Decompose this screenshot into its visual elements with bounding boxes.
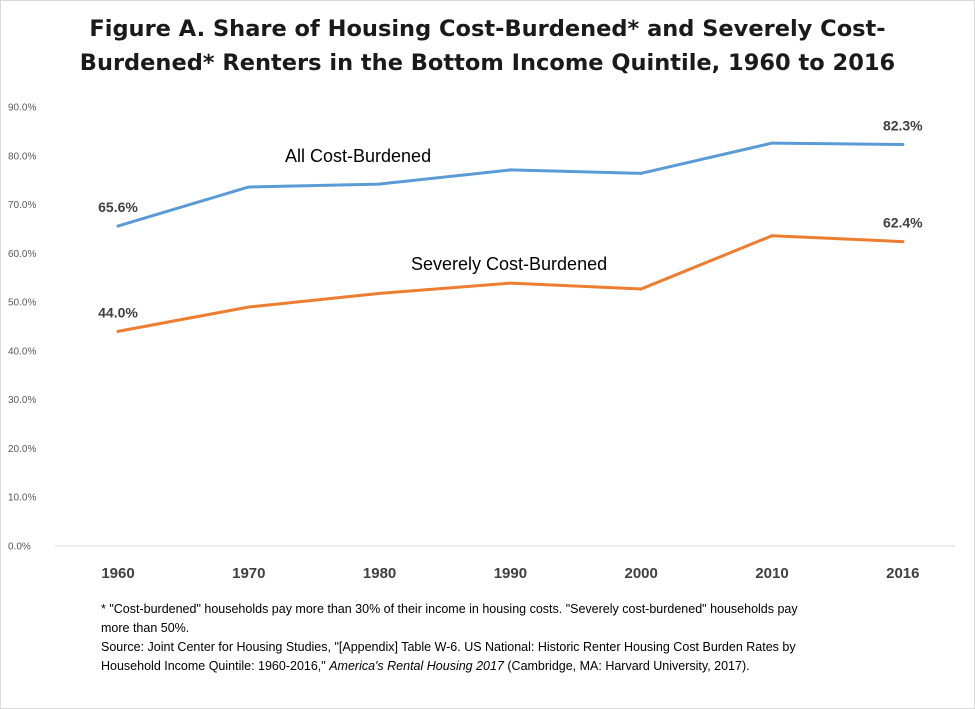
chart-title: Figure A. Share of Housing Cost-Burdened… bbox=[0, 12, 975, 80]
y-tick-label: 70.0% bbox=[8, 200, 36, 211]
data-point bbox=[770, 141, 774, 145]
data-point bbox=[901, 240, 905, 244]
source-line-2: Household Income Quintile: 1960-2016," A… bbox=[101, 657, 931, 676]
data-point bbox=[378, 182, 382, 186]
x-tick-label: 2016 bbox=[886, 565, 919, 582]
y-tick-label: 10.0% bbox=[8, 493, 36, 504]
data-label: 62.4% bbox=[883, 215, 923, 231]
y-tick-label: 50.0% bbox=[8, 298, 36, 309]
x-tick-label: 1990 bbox=[494, 565, 527, 582]
data-point bbox=[508, 168, 512, 172]
source-publication-title: America's Rental Housing 2017 bbox=[329, 659, 504, 673]
x-tick-label: 1970 bbox=[232, 565, 265, 582]
y-tick-label: 60.0% bbox=[8, 249, 36, 260]
y-tick-label: 30.0% bbox=[8, 395, 36, 406]
y-tick-label: 80.0% bbox=[8, 151, 36, 162]
x-tick-label: 1960 bbox=[101, 565, 134, 582]
data-label: 65.6% bbox=[98, 199, 138, 215]
data-point bbox=[116, 224, 120, 228]
chart-title-line-1: Figure A. Share of Housing Cost-Burdened… bbox=[89, 16, 886, 42]
source-line-1: Source: Joint Center for Housing Studies… bbox=[101, 640, 796, 654]
data-point bbox=[378, 291, 382, 295]
series-label: All Cost-Burdened bbox=[285, 146, 431, 166]
footnote-line-1: * "Cost-burdened" households pay more th… bbox=[101, 602, 798, 616]
data-point bbox=[901, 143, 905, 147]
data-label: 44.0% bbox=[98, 304, 138, 320]
line-chart: 0.0% 10.0% 20.0% 30.0% 40.0% 50.0% 60.0% 70.0% 8… bbox=[8, 103, 955, 582]
source-line-2-tail: (Cambridge, MA: Harvard University, 2017… bbox=[503, 659, 750, 673]
x-tick-label: 2010 bbox=[755, 565, 788, 582]
x-tick-label: 2000 bbox=[625, 565, 658, 582]
data-point bbox=[639, 171, 643, 175]
chart-notes: * "Cost-burdened" households pay more th… bbox=[101, 600, 931, 676]
data-point bbox=[247, 185, 251, 189]
data-point bbox=[116, 329, 120, 333]
data-point bbox=[508, 281, 512, 285]
data-point bbox=[770, 234, 774, 238]
data-label: 82.3% bbox=[883, 118, 923, 134]
data-point bbox=[639, 287, 643, 291]
data-point bbox=[247, 305, 251, 309]
y-tick-label: 90.0% bbox=[8, 103, 36, 114]
footnote-line-2: more than 50%. bbox=[101, 621, 190, 635]
x-tick-label: 1980 bbox=[363, 565, 396, 582]
series-label: Severely Cost-Burdened bbox=[411, 254, 607, 274]
y-tick-label: 20.0% bbox=[8, 444, 36, 455]
source-line-2-text: Household Income Quintile: 1960-2016," bbox=[101, 659, 330, 673]
chart-title-line-2: Burdened* Renters in the Bottom Income Q… bbox=[79, 50, 896, 76]
series-line-all-cost-burdened bbox=[116, 141, 905, 228]
y-tick-label: 40.0% bbox=[8, 346, 36, 357]
y-tick-label: 0.0% bbox=[8, 542, 31, 553]
